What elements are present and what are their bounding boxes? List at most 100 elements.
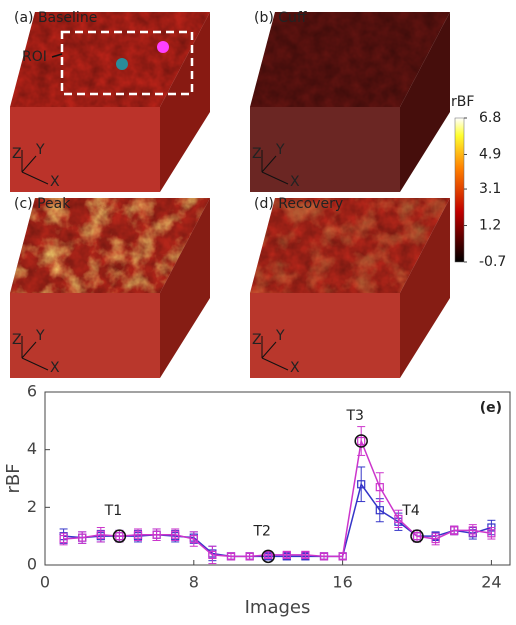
error-bar <box>264 551 273 559</box>
error-bar <box>450 525 459 536</box>
marker <box>282 550 291 560</box>
annotation-label: T3 <box>345 408 363 424</box>
y-tick-label: 6 <box>27 382 37 401</box>
cube-panel: (c) Peak Z YX <box>10 196 210 378</box>
x-tick-label: 16 <box>332 573 352 592</box>
colorbar-tick-label: 4.9 <box>479 146 501 162</box>
error-bar <box>320 552 328 560</box>
axis-arrow <box>21 155 37 173</box>
error-bar <box>301 551 310 559</box>
series-line <box>63 482 492 558</box>
axis-arrow <box>261 171 289 185</box>
marker <box>189 534 198 544</box>
cube-top-texture <box>250 12 450 107</box>
panel-label: (e) <box>480 400 502 416</box>
axis-arrow <box>261 357 289 371</box>
error-bar <box>189 531 198 547</box>
cube-front <box>250 107 400 192</box>
colorbar-tick-label: 3.1 <box>479 181 501 197</box>
cube-front <box>10 107 160 192</box>
annotation-label: T4 <box>401 503 420 519</box>
marker <box>412 532 422 541</box>
error-bar <box>96 527 105 543</box>
axis-arrow <box>21 341 37 359</box>
cube-top-texture <box>10 12 210 107</box>
cube-side <box>400 198 450 378</box>
axis-letter: X <box>290 174 300 190</box>
marker <box>394 514 403 523</box>
colorbar-tick-label: 6.8 <box>479 110 501 126</box>
error-bar <box>357 426 366 456</box>
error-bar <box>357 466 366 503</box>
error-bar <box>227 552 235 560</box>
axis-letter: Y <box>275 142 285 158</box>
annotation-circle <box>354 434 368 448</box>
roi-point <box>116 58 128 70</box>
marker <box>264 550 273 560</box>
annotation-label: T2 <box>252 523 270 539</box>
cube-side <box>160 12 210 192</box>
cube-panel: (d) Recovery Z YX <box>250 196 450 378</box>
marker <box>59 534 68 544</box>
panel-label: (d) Recovery <box>254 196 343 212</box>
marker <box>78 533 87 542</box>
marker <box>115 532 124 541</box>
annotation-circle <box>410 529 424 543</box>
marker <box>357 436 366 446</box>
cube-side <box>160 198 210 378</box>
marker <box>375 506 384 515</box>
error-bar <box>338 552 347 560</box>
axis-letter: Y <box>275 328 285 344</box>
y-tick-label: 4 <box>27 439 37 458</box>
axis-arrow <box>261 341 277 359</box>
error-bar <box>245 552 254 560</box>
axis-arrow <box>21 357 49 371</box>
panel-label: (b) Cuff <box>254 10 307 26</box>
marker <box>431 534 440 544</box>
marker <box>133 530 143 539</box>
colorbar-tick-label: -0.7 <box>479 254 506 270</box>
roi-arrow <box>51 53 63 58</box>
plot-frame <box>44 391 511 566</box>
x-tick-label: 24 <box>481 573 501 592</box>
colorbar <box>454 117 465 263</box>
axis-letter: Y <box>35 142 45 158</box>
marker <box>468 526 477 535</box>
axis-letter: X <box>50 174 60 190</box>
error-bar <box>375 472 384 503</box>
marker <box>171 530 180 539</box>
marker <box>152 530 161 539</box>
axis-letter: Z <box>12 146 22 162</box>
annotation-label: T1 <box>104 503 122 519</box>
cube-front <box>250 293 400 378</box>
error-bar <box>208 545 217 565</box>
roi-point <box>157 41 169 53</box>
x-tick-label: 8 <box>189 573 199 592</box>
colorbar-tick-label: 1.2 <box>479 218 501 234</box>
marker <box>226 552 236 561</box>
panel-label: (c) Peak <box>14 196 71 212</box>
marker <box>357 480 366 489</box>
x-tick-label: 0 <box>40 573 50 592</box>
axis-letter: X <box>50 360 60 376</box>
colorbar-label: rBF <box>451 94 474 110</box>
x-axis-title: Images <box>245 597 311 618</box>
axis-letter: X <box>290 360 300 376</box>
error-bar <box>375 498 384 523</box>
marker <box>375 483 384 492</box>
annotation-circle <box>112 529 127 543</box>
cube-side <box>400 12 450 192</box>
annotation-circle <box>261 549 275 564</box>
marker <box>301 550 310 560</box>
cube-front <box>10 293 160 378</box>
error-bar <box>282 551 291 559</box>
axis-arrow <box>261 155 277 173</box>
axis-letter: Z <box>12 332 22 348</box>
marker <box>487 529 496 538</box>
cube-panel: (b) Cuff Z YX <box>250 10 450 192</box>
roi-box <box>60 30 194 96</box>
marker <box>245 552 254 561</box>
marker <box>319 552 329 561</box>
cube-top-hot <box>10 198 210 293</box>
